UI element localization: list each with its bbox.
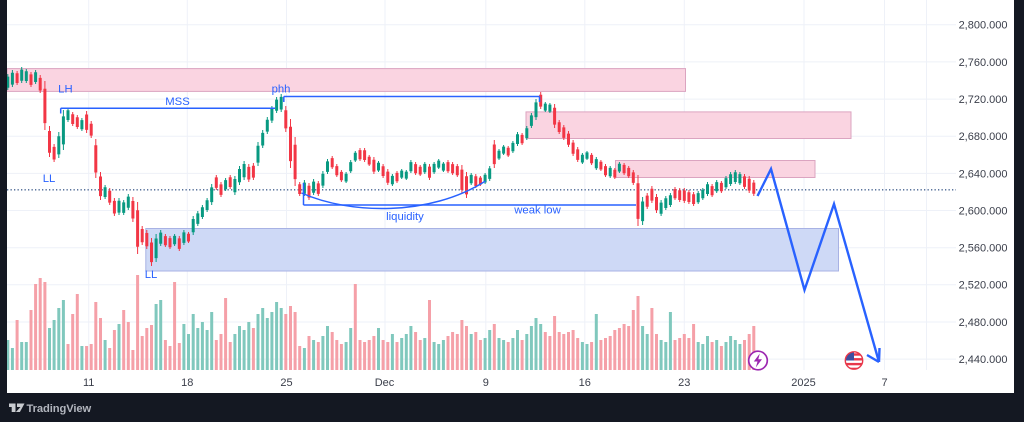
svg-text:18: 18	[181, 377, 193, 389]
svg-text:2,440.000: 2,440.000	[959, 354, 1008, 366]
svg-text:2,520.000: 2,520.000	[959, 280, 1008, 292]
svg-text:LL: LL	[145, 269, 158, 281]
svg-text:16: 16	[579, 377, 591, 389]
svg-text:11: 11	[83, 377, 94, 389]
svg-text:LH: LH	[58, 84, 72, 96]
svg-text:2,480.000: 2,480.000	[959, 317, 1008, 329]
svg-text:9: 9	[483, 377, 489, 389]
svg-text:MSS: MSS	[165, 96, 190, 108]
svg-text:LL: LL	[43, 173, 56, 185]
svg-text:23: 23	[678, 377, 690, 389]
svg-text:7: 7	[881, 377, 887, 389]
svg-text:phh: phh	[272, 83, 291, 95]
svg-text:liquidity: liquidity	[386, 211, 424, 223]
svg-text:TradingView: TradingView	[27, 403, 92, 415]
svg-text:2,720.000: 2,720.000	[959, 94, 1008, 106]
svg-text:2,560.000: 2,560.000	[959, 243, 1008, 255]
svg-text:2,640.000: 2,640.000	[959, 168, 1008, 180]
svg-text:Dec: Dec	[375, 377, 395, 389]
svg-text:2025: 2025	[791, 377, 815, 389]
svg-text:2,760.000: 2,760.000	[959, 57, 1008, 69]
svg-text:2,600.000: 2,600.000	[959, 205, 1008, 217]
svg-text:weak low: weak low	[513, 205, 561, 217]
svg-text:25: 25	[280, 377, 292, 389]
svg-text:2,680.000: 2,680.000	[959, 131, 1008, 143]
svg-text:2,800.000: 2,800.000	[959, 20, 1008, 32]
